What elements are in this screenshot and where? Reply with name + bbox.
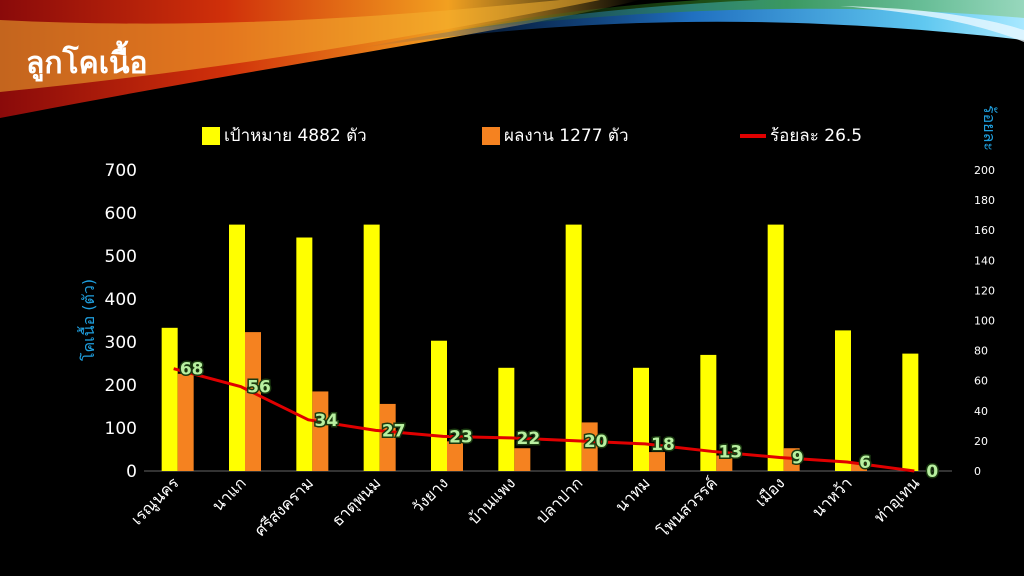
y2-tick-label: 0 [974, 465, 981, 478]
y2-tick-label: 20 [974, 435, 988, 448]
x-tick-label: บ้านแพง [464, 473, 519, 528]
percent-data-label: 68 [180, 360, 204, 380]
bar-target [565, 224, 582, 471]
bar-target [498, 367, 515, 471]
x-tick-label: วังยาง [408, 473, 452, 517]
percent-data-label: 13 [718, 442, 742, 462]
y2-tick-label: 60 [974, 375, 988, 388]
y-tick-label: 700 [105, 161, 137, 181]
bar-result [649, 452, 665, 471]
chart-legend: เป้าหมาย 4882 ตัว ผลงาน 1277 ตัว ร้อยละ … [0, 122, 1024, 146]
legend-swatch-target [202, 126, 220, 145]
y2-axis-title: ร้อยละ [980, 105, 999, 151]
y2-tick-label: 100 [974, 315, 995, 328]
bar-target [431, 340, 447, 471]
bar-result [245, 332, 261, 471]
y2-tick-label: 200 [974, 164, 995, 177]
x-tick-label: ท่าอุเทน [870, 473, 924, 527]
bar-target [229, 224, 245, 471]
bar-result [312, 391, 329, 471]
legend-label-target: เป้าหมาย 4882 ตัว [224, 126, 367, 146]
legend-line-percent [740, 133, 766, 138]
x-tick-label: ปลาปาก [532, 473, 586, 527]
y-axis-title: โคเนื้อ (ตัว) [77, 279, 98, 361]
legend-item-target: เป้าหมาย 4882 ตัว [202, 122, 367, 149]
bar-result [177, 373, 194, 471]
y2-tick-label: 120 [974, 284, 995, 297]
y2-tick-label: 40 [974, 405, 988, 418]
bar-result [514, 448, 531, 471]
x-tick-label: โพนสวรรค์ [653, 473, 721, 541]
bar-result [581, 422, 598, 471]
bar-result [716, 455, 733, 471]
percent-data-label: 56 [247, 378, 271, 398]
percent-data-label: 9 [792, 448, 804, 468]
legend-item-percent: ร้อยละ 26.5 [740, 122, 862, 149]
y-tick-label: 200 [105, 376, 137, 396]
percent-data-label: 22 [516, 429, 540, 449]
percent-data-label: 18 [651, 435, 675, 455]
x-tick-label: เมือง [751, 473, 788, 510]
percent-data-label: 20 [584, 432, 608, 452]
decorative-swoosh [0, 0, 1024, 118]
legend-swatch-result [482, 126, 500, 145]
y-tick-label: 300 [105, 333, 137, 353]
x-tick-label: ศรีสงคราม [251, 473, 318, 540]
y-tick-label: 100 [105, 419, 137, 439]
bar-target [902, 353, 919, 471]
bar-result [379, 403, 396, 471]
y-tick-label: 0 [126, 462, 137, 482]
y-tick-label: 400 [105, 290, 137, 310]
slide-title: ลูกโคเนื้อ [26, 46, 148, 81]
percent-data-label: 34 [314, 411, 338, 431]
y2-tick-label: 180 [974, 194, 995, 207]
legend-item-result: ผลงาน 1277 ตัว [482, 122, 629, 149]
x-tick-label: นาแก [208, 473, 250, 515]
x-tick-label: ธาตุพนม [328, 473, 385, 530]
bar-target [363, 224, 380, 471]
bar-target [767, 224, 784, 471]
percent-line [173, 367, 915, 473]
x-tick-label: นาหว้า [808, 473, 856, 521]
bar-result [447, 441, 463, 471]
percent-data-label: 6 [859, 453, 871, 473]
legend-label-percent: ร้อยละ 26.5 [770, 126, 863, 146]
y-tick-label: 500 [105, 247, 137, 267]
percent-data-label: 27 [382, 421, 406, 441]
bar-target [161, 327, 178, 471]
percent-data-label: 23 [449, 427, 473, 447]
y2-tick-label: 140 [974, 254, 995, 267]
x-tick-label: นาทม [611, 473, 653, 515]
bar-target [296, 237, 313, 471]
y-tick-label: 600 [105, 204, 137, 224]
bar-result [851, 462, 867, 471]
bar-target [835, 330, 851, 471]
y2-tick-label: 160 [974, 224, 995, 237]
percent-data-label: 0 [926, 462, 938, 482]
legend-label-result: ผลงาน 1277 ตัว [504, 126, 629, 146]
bar-target [700, 354, 717, 471]
bar-target [633, 367, 649, 471]
y2-tick-label: 80 [974, 345, 988, 358]
